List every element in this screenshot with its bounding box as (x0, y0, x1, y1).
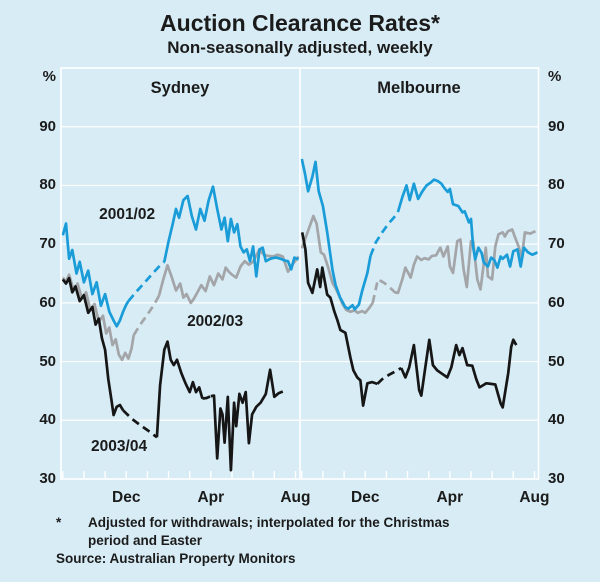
y-tick-label-right-30: 30 (548, 470, 565, 487)
footnote-block: * Adjusted for withdrawals; interpolated… (56, 514, 576, 568)
x-tick-label-sydney-dec: Dec (112, 489, 141, 506)
series-label-2001-02: 2001/02 (99, 205, 156, 223)
panel-series-melbourne (300, 158, 539, 409)
series-2003-04-sydney-seg2 (155, 340, 204, 438)
y-tick-label-left-30: 30 (39, 470, 56, 487)
series-2002-03-sydney-seg1 (132, 295, 161, 336)
y-tick-label-left-40: 40 (39, 411, 56, 429)
series-2001-02-melbourne-seg0 (300, 158, 372, 311)
y-tick-label-left-80: 80 (39, 176, 56, 194)
y-tick-label-right-60: 60 (548, 293, 565, 311)
y-tick-label-right-50: 50 (548, 352, 565, 370)
series-2003-04-sydney-seg3 (202, 394, 212, 400)
series-label-2002-03: 2002/03 (187, 313, 244, 331)
footnote-line-1: Adjusted for withdrawals; interpolated f… (88, 515, 450, 530)
footnote-source: Source: Australian Property Monitors (56, 551, 296, 566)
chart-title: Auction Clearance Rates* (160, 10, 440, 36)
series-2003-04-melbourne-seg0 (300, 232, 378, 407)
footnote-asterisk: * (56, 515, 62, 530)
y-tick-label-right-80: 80 (548, 176, 565, 194)
series-2002-03-melbourne-seg0 (300, 214, 374, 315)
y-tick-label-left-50: 50 (39, 352, 56, 370)
y-axis-unit-right: % (548, 68, 562, 85)
series-2001-02-melbourne-seg2 (396, 178, 539, 269)
y-tick-label-left-70: 70 (39, 235, 56, 253)
x-tick-label-melbourne-aug: Aug (519, 489, 550, 506)
x-tick-label-sydney-apr: Apr (197, 489, 225, 506)
panel-title-sydney: Sydney (150, 79, 210, 97)
footnote-text: Adjusted for withdrawals; interpolated f… (88, 514, 576, 550)
x-tick-label-melbourne-dec: Dec (351, 489, 380, 506)
y-tick-label-right-90: 90 (548, 117, 565, 135)
series-2001-02-sydney-seg1 (127, 260, 166, 302)
series-2001-02-sydney-seg0 (61, 222, 130, 328)
series-2003-04-sydney-seg4 (210, 368, 284, 472)
series-2002-03-melbourne-seg2 (389, 228, 537, 295)
x-tick-label-sydney-aug: Aug (280, 489, 311, 506)
panel-title-melbourne: Melbourne (377, 79, 461, 97)
series-2003-04-sydney-seg1 (122, 409, 158, 439)
series-2002-03-sydney-seg2 (157, 248, 300, 305)
series-2003-04-melbourne-seg1 (376, 366, 402, 385)
series-2003-04-sydney-seg0 (61, 276, 125, 417)
footnote-line-2: period and Easter (88, 533, 203, 548)
panel-series-sydney (61, 185, 300, 472)
y-axis-unit-left: % (42, 68, 56, 85)
y-tick-label-right-70: 70 (548, 235, 565, 253)
series-2001-02-melbourne-seg1 (369, 211, 400, 257)
series-label-2003-04: 2003/04 (91, 438, 148, 456)
y-tick-label-right-40: 40 (548, 411, 565, 429)
y-tick-label-left-90: 90 (39, 117, 56, 135)
series-2002-03-melbourne-seg1 (371, 278, 392, 304)
chart-subtitle: Non-seasonally adjusted, weekly (167, 38, 433, 57)
series-2003-04-melbourne-seg2 (399, 338, 518, 409)
y-tick-label-left-60: 60 (39, 293, 56, 311)
x-tick-label-melbourne-apr: Apr (436, 489, 464, 506)
series-2001-02-sydney-seg2 (162, 185, 300, 278)
